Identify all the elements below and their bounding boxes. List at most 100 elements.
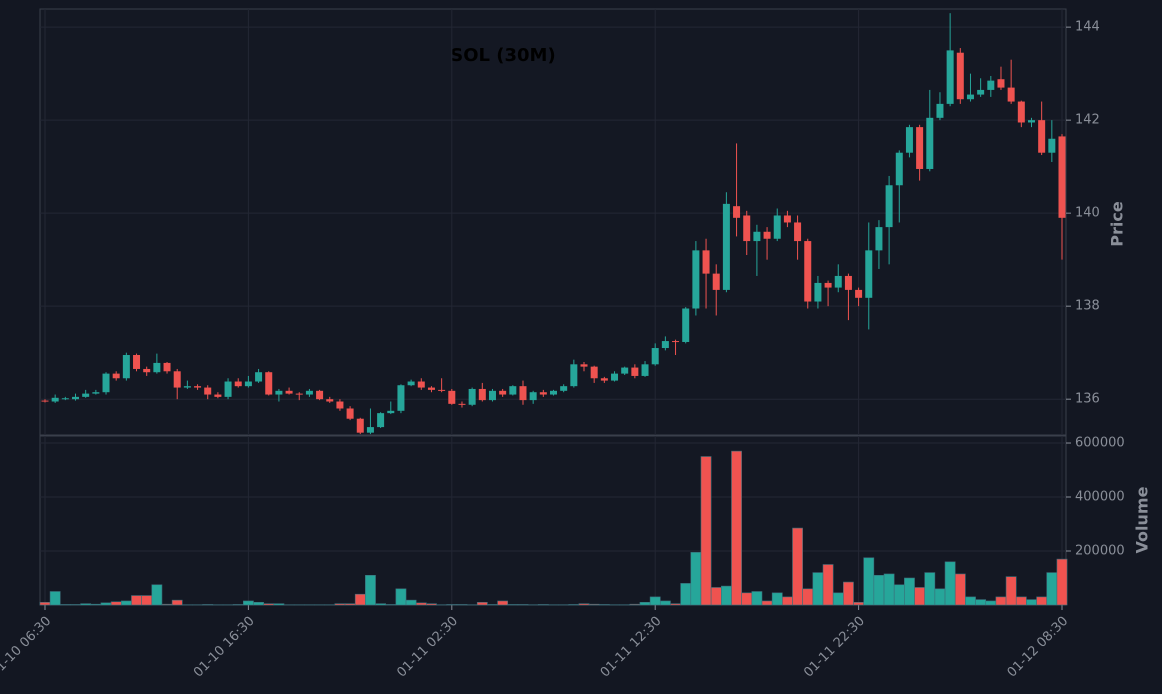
y-tick-label: 140: [1075, 206, 1100, 221]
y-tick-label: 400000: [1075, 490, 1125, 505]
volume-bar: [761, 600, 773, 606]
candle-body: [275, 390, 283, 395]
volume-bar: [202, 604, 214, 606]
candle-body: [600, 378, 608, 381]
candle-body: [173, 371, 181, 388]
candle-body: [936, 103, 944, 118]
volume-bar: [405, 599, 417, 606]
candle-body: [651, 348, 659, 365]
candle-body: [1038, 120, 1046, 153]
y-tick-label: 144: [1075, 20, 1100, 35]
candle-body: [814, 282, 822, 302]
candle-body: [448, 390, 456, 404]
candle-body: [427, 387, 435, 390]
volume-bar: [822, 564, 834, 606]
volume-bar: [995, 596, 1007, 606]
y-tick-label: 142: [1075, 113, 1100, 128]
volume-bar: [843, 581, 854, 606]
volume-bar: [141, 595, 153, 606]
volume-bar: [904, 577, 915, 606]
volume-bar: [659, 600, 671, 606]
candle-body: [722, 203, 730, 290]
candle-body: [885, 185, 893, 228]
candle-body: [377, 413, 385, 428]
volume-bar: [934, 588, 946, 606]
volume-bar: [863, 557, 875, 606]
price-panel: [39, 8, 1067, 436]
volume-bar: [883, 573, 895, 606]
candle-body: [926, 117, 934, 169]
volume-bar: [731, 450, 742, 606]
candle-body: [611, 373, 619, 381]
y-axis-label: Price: [1108, 201, 1127, 247]
candle-body: [875, 227, 883, 251]
candle-body: [92, 392, 100, 394]
candle-body: [102, 373, 110, 393]
volume-bar: [954, 573, 966, 606]
volume-bar: [1056, 558, 1068, 606]
volume-bar: [354, 593, 366, 606]
candle-body: [844, 275, 852, 290]
candle-body: [458, 403, 466, 405]
candle-body: [387, 410, 395, 414]
candle-body: [753, 231, 761, 242]
volume-bar: [721, 585, 732, 606]
candle-body: [580, 364, 588, 367]
volume-bar: [832, 592, 844, 606]
volume-bar: [1046, 572, 1058, 606]
volume-bar: [131, 595, 142, 606]
volume-bar: [944, 561, 956, 606]
candle-body: [509, 386, 517, 395]
candle-body: [265, 372, 273, 395]
volume-bar: [120, 600, 132, 606]
volume-bar: [1015, 596, 1027, 606]
volume-bar: [253, 602, 264, 606]
volume-bar: [985, 600, 997, 606]
volume-panel: [39, 435, 1067, 606]
volume-bar: [710, 587, 722, 606]
volume-bar: [171, 599, 183, 606]
candle-body: [417, 381, 425, 388]
volume-bar: [588, 603, 600, 606]
volume-bar: [598, 604, 610, 606]
candle-body: [804, 241, 812, 302]
candle-body: [488, 390, 496, 401]
volume-bar: [782, 596, 793, 606]
y-tick-label: 136: [1075, 392, 1100, 407]
candle-body: [244, 381, 252, 387]
volume-bar: [365, 575, 376, 606]
candle-body: [1027, 120, 1035, 123]
volume-bar: [639, 602, 651, 606]
candle-body: [51, 397, 59, 402]
volume-bar: [110, 601, 122, 606]
volume-bar: [395, 588, 407, 606]
volume-bar: [385, 604, 397, 606]
volume-bar: [680, 583, 692, 606]
volume-bar: [965, 596, 976, 606]
candle-body: [407, 381, 415, 386]
candle-body: [326, 399, 334, 402]
volume-bar: [161, 603, 173, 606]
candle-body: [194, 386, 202, 388]
volume-bar: [1026, 599, 1037, 606]
volume-bar: [1005, 576, 1017, 606]
candle-body: [682, 308, 690, 342]
candle-body: [214, 394, 222, 397]
volume-bar: [232, 604, 244, 606]
chart-title: SOL (30M): [450, 45, 555, 66]
candle-body: [661, 341, 669, 349]
volume-bar: [375, 603, 386, 606]
volume-bar: [578, 603, 590, 606]
candle-body: [438, 389, 446, 391]
volume-bar: [243, 600, 254, 606]
volume-bar: [80, 603, 92, 606]
volume-bar: [263, 603, 275, 606]
candle-body: [631, 367, 639, 376]
volume-bar: [497, 600, 509, 606]
volume-bar: [537, 604, 549, 606]
candle-body: [743, 215, 751, 242]
volume-bar: [273, 603, 285, 606]
candle-body: [41, 400, 49, 402]
candle-body: [163, 362, 171, 372]
